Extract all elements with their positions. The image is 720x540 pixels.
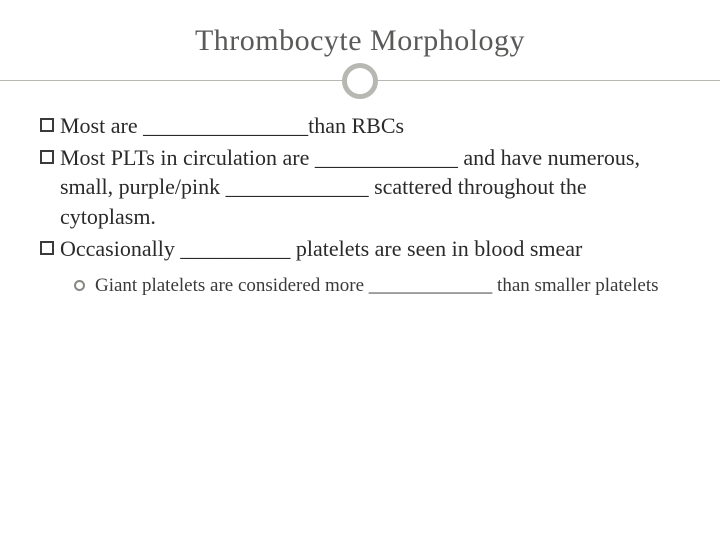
square-bullet-icon xyxy=(40,150,54,164)
slide-container: Thrombocyte Morphology Most are ________… xyxy=(0,0,720,540)
square-bullet-icon xyxy=(40,241,54,255)
bullet-text: Most are _______________than RBCs xyxy=(60,111,680,141)
square-bullet-icon xyxy=(40,118,54,132)
title-area: Thrombocyte Morphology xyxy=(40,24,680,81)
bullet-text: Most PLTs in circulation are ___________… xyxy=(60,143,680,232)
sub-bullet-item: Giant platelets are considered more ____… xyxy=(74,273,680,299)
bullet-item: Most are _______________than RBCs xyxy=(40,111,680,141)
title-circle-decoration xyxy=(342,63,378,99)
sub-bullet-text: Giant platelets are considered more ____… xyxy=(95,273,680,299)
content-area: Most are _______________than RBCs Most P… xyxy=(40,111,680,299)
bullet-item: Occasionally __________ platelets are se… xyxy=(40,234,680,264)
bullet-item: Most PLTs in circulation are ___________… xyxy=(40,143,680,232)
ring-bullet-icon xyxy=(74,280,85,291)
title-divider xyxy=(0,80,720,81)
bullet-text: Occasionally __________ platelets are se… xyxy=(60,234,680,264)
